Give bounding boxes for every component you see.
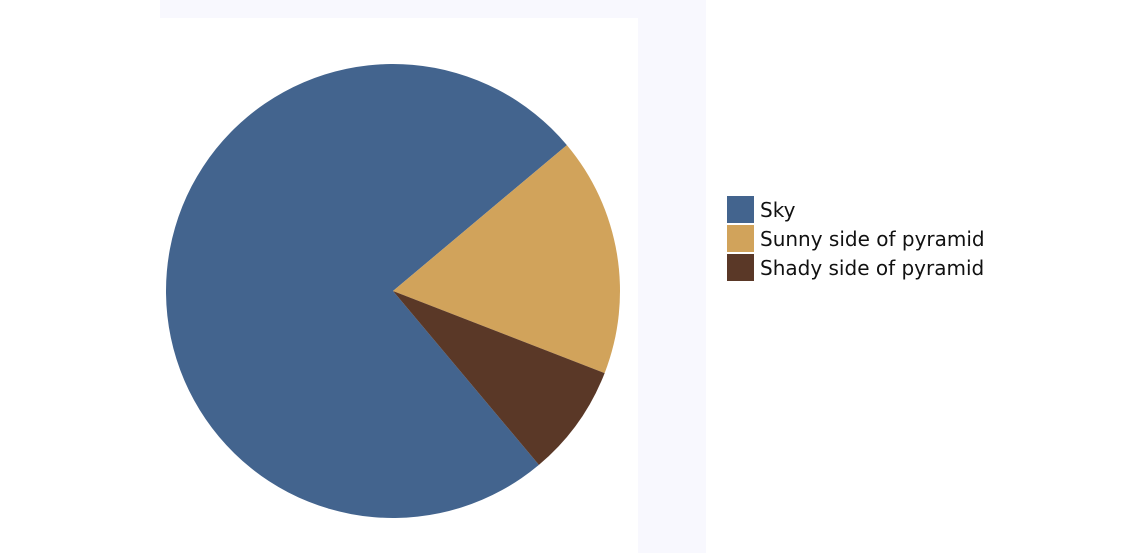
- legend-item-sky: Sky: [727, 195, 985, 224]
- legend-swatch-shady-side: [727, 254, 754, 281]
- legend: Sky Sunny side of pyramid Shady side of …: [727, 195, 985, 282]
- legend-item-sunny-side: Sunny side of pyramid: [727, 224, 985, 253]
- legend-label-sky: Sky: [760, 197, 796, 222]
- legend-label-sunny-side: Sunny side of pyramid: [760, 226, 985, 251]
- pie-slice-sky: [165, 63, 567, 518]
- pie-slice-sunny-side-of-pyramid: [393, 145, 620, 374]
- legend-swatch-sky: [727, 196, 754, 223]
- pie-slices: [165, 63, 620, 518]
- background-band-right: [638, 18, 706, 553]
- legend-item-shady-side: Shady side of pyramid: [727, 253, 985, 282]
- legend-label-shady-side: Shady side of pyramid: [760, 255, 985, 280]
- background-band-top: [160, 0, 706, 18]
- legend-swatch-sunny-side: [727, 225, 754, 252]
- pie-slice-shady-side-of-pyramid: [393, 291, 605, 465]
